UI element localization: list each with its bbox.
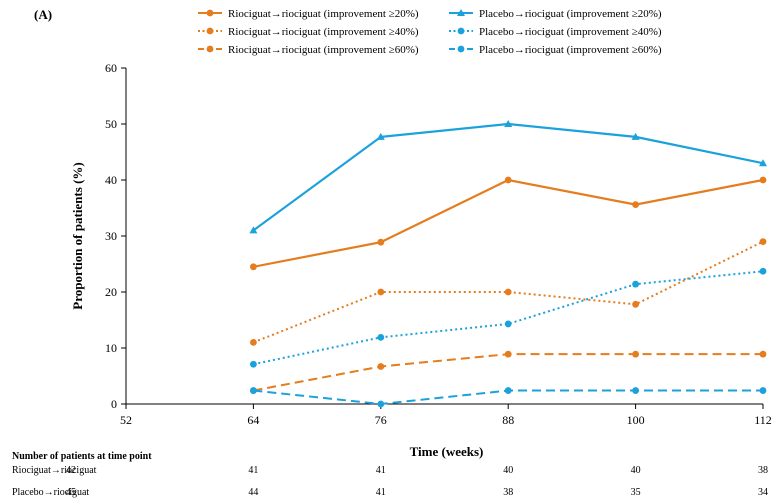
- patients-count: 40: [631, 465, 641, 476]
- data-point: [504, 387, 512, 394]
- patients-row-label: Placebo→riociguat: [12, 487, 89, 498]
- data-point: [250, 387, 257, 394]
- patients-count: 42: [66, 465, 76, 476]
- data-point: [377, 400, 385, 408]
- legend-entry: Placebo→riociguat (improvement ≥20%): [449, 8, 662, 20]
- data-point: [632, 387, 639, 394]
- legend-marker: [206, 27, 214, 35]
- y-tick-label: 30: [105, 229, 117, 243]
- patients-row-label: Riociguat→riociguat: [12, 465, 97, 476]
- legend-label: Placebo→riociguat (improvement ≥40%): [479, 26, 662, 38]
- legend-entry: Riociguat→riociguat (improvement ≥60%): [198, 44, 419, 56]
- panel-label: (A): [34, 7, 52, 22]
- legend-label: Placebo→riociguat (improvement ≥60%): [479, 44, 662, 56]
- legend-entry: Riociguat→riociguat (improvement ≥40%): [198, 26, 419, 38]
- legend-marker: [206, 9, 214, 17]
- series-line: [253, 353, 763, 392]
- series-line: [253, 240, 764, 344]
- legend-label: Riociguat→riociguat (improvement ≥20%): [228, 8, 419, 20]
- data-point: [759, 267, 767, 275]
- data-point: [250, 339, 257, 346]
- data-point: [504, 288, 512, 296]
- x-axis-label: Time (weeks): [410, 444, 484, 459]
- series-line: [253, 270, 764, 366]
- patients-table-title: Number of patients at time point: [12, 451, 152, 462]
- series-line: [253, 178, 764, 268]
- data-point: [504, 350, 512, 358]
- series-1: [250, 176, 767, 271]
- patients-count: 41: [248, 465, 258, 476]
- y-tick-label: 40: [105, 173, 117, 187]
- y-tick-label: 20: [105, 285, 117, 299]
- legend-entry: Placebo→riociguat (improvement ≥40%): [449, 26, 662, 38]
- data-point: [759, 176, 767, 184]
- data-point: [377, 288, 385, 296]
- data-point: [759, 159, 767, 167]
- x-tick-label: 112: [754, 413, 772, 427]
- data-point: [759, 238, 767, 246]
- patients-count: 38: [503, 487, 513, 498]
- series-2: [249, 120, 767, 234]
- data-point: [632, 350, 639, 358]
- patients-count: 40: [503, 465, 513, 476]
- y-tick-label: 60: [105, 61, 117, 75]
- patients-count: 45: [66, 487, 76, 498]
- y-tick-label: 10: [105, 341, 117, 355]
- data-point: [249, 226, 258, 234]
- x-tick-label: 88: [502, 413, 514, 427]
- y-ticks: 0 10 20 30 40 50 60: [105, 61, 126, 411]
- legend: Riociguat→riociguat (improvement ≥20%) Pl…: [198, 8, 662, 56]
- patients-count: 38: [758, 465, 768, 476]
- series-3: [250, 238, 767, 346]
- patients-count: 41: [376, 487, 386, 498]
- x-ticks: 52 64 76 88 100 112: [120, 404, 772, 427]
- patients-count: 35: [631, 487, 641, 498]
- legend-label: Riociguat→riociguat (improvement ≥60%): [228, 44, 419, 56]
- data-point: [632, 280, 639, 288]
- data-point: [759, 350, 767, 358]
- data-point: [250, 263, 257, 271]
- legend-entry: Placebo→riociguat (improvement ≥60%): [449, 44, 662, 56]
- x-tick-label: 64: [247, 413, 259, 427]
- legend-label: Riociguat→riociguat (improvement ≥40%): [228, 26, 419, 38]
- patients-count: 41: [376, 465, 386, 476]
- legend-marker: [457, 45, 465, 53]
- data-point: [632, 201, 639, 209]
- x-tick-label: 52: [120, 413, 132, 427]
- patients-count: 44: [248, 487, 258, 498]
- series-6: [250, 387, 767, 408]
- series-layer: [249, 120, 767, 408]
- y-axis-label: Proportion of patients (%): [70, 162, 85, 309]
- data-point: [377, 238, 385, 246]
- series-4: [250, 267, 767, 368]
- data-point: [632, 300, 639, 308]
- data-point: [250, 360, 257, 368]
- legend-entry: Riociguat→riociguat (improvement ≥20%): [198, 8, 419, 20]
- data-point: [376, 132, 385, 140]
- x-tick-label: 100: [627, 413, 645, 427]
- data-point: [504, 320, 512, 328]
- patients-count: 34: [758, 487, 768, 498]
- data-point: [377, 333, 385, 341]
- data-point: [504, 176, 512, 184]
- data-point: [504, 120, 513, 127]
- axes: 0 10 20 30 40 50 60 52 64 76 88 100 112: [105, 61, 772, 427]
- data-point: [759, 387, 767, 394]
- data-point: [377, 363, 385, 370]
- y-tick-label: 50: [105, 117, 117, 131]
- legend-marker: [457, 9, 465, 16]
- y-tick-label: 0: [111, 397, 117, 411]
- legend-marker: [206, 45, 214, 53]
- legend-marker: [457, 27, 465, 35]
- data-point: [631, 132, 640, 140]
- x-tick-label: 76: [375, 413, 387, 427]
- legend-label: Placebo→riociguat (improvement ≥20%): [479, 8, 662, 20]
